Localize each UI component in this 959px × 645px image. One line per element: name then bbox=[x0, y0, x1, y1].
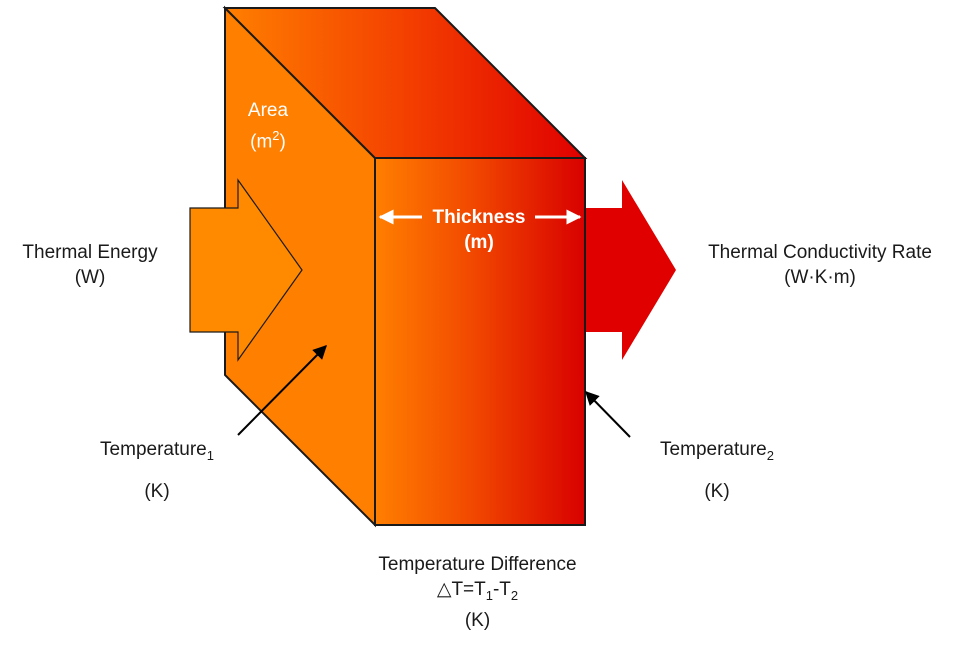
thermal-conductivity-rate-title: Thermal Conductivity Rate bbox=[708, 242, 932, 263]
area-label-title: Area bbox=[247, 100, 289, 121]
temperature-1-label: Temperature1 (K) bbox=[82, 432, 232, 510]
temperature-1-pointer-arrow-icon bbox=[237, 345, 327, 436]
temperature-difference-unit: (K) bbox=[464, 609, 491, 631]
temperature-1-title: Temperature1 bbox=[100, 439, 214, 463]
temperature-2-label: Temperature2 (K) bbox=[642, 432, 792, 510]
temperature-2-title: Temperature2 bbox=[660, 439, 774, 463]
temperature-difference-formula: △T=T1-T2 bbox=[436, 579, 519, 603]
thickness-label-unit: (m) bbox=[464, 232, 494, 253]
area-label-unit: (m2) bbox=[250, 128, 286, 153]
thermal-energy-label: Thermal Energy (W) bbox=[0, 240, 180, 290]
output-thick-arrow-icon bbox=[560, 180, 676, 360]
temperature-difference-title: Temperature Difference bbox=[378, 554, 577, 575]
temperature-1-unit: (K) bbox=[144, 480, 170, 502]
thermal-conductivity-rate-label: Thermal Conductivity Rate (W·K·m) bbox=[690, 240, 950, 290]
input-thick-arrow-icon bbox=[189, 178, 303, 362]
temperature-difference-label: Temperature Difference △T=T1-T2 (K) bbox=[350, 552, 605, 633]
thickness-label: Thickness (m) bbox=[420, 205, 538, 255]
slab-front-face bbox=[374, 157, 586, 526]
thickness-label-title: Thickness bbox=[432, 207, 526, 228]
temperature-2-unit: (K) bbox=[704, 480, 730, 502]
area-label: Area (m2) bbox=[228, 98, 308, 154]
temperature-2-pointer-arrow-icon bbox=[585, 390, 631, 438]
thermal-energy-unit: (W) bbox=[74, 267, 106, 288]
thermal-energy-title: Thermal Energy bbox=[22, 242, 158, 263]
thermal-conductivity-rate-unit: (W·K·m) bbox=[784, 267, 856, 288]
